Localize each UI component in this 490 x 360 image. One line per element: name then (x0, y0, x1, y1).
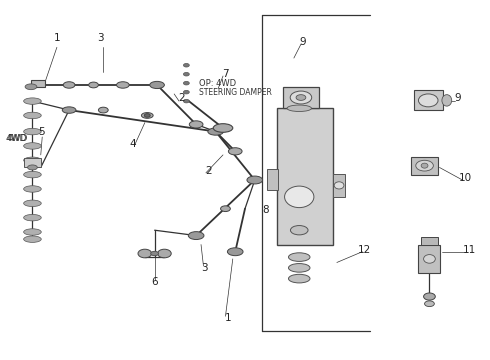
Text: OP: 4WD: OP: 4WD (198, 79, 236, 88)
Bar (277, 108, 333, 244)
Ellipse shape (24, 171, 41, 178)
Ellipse shape (289, 253, 310, 261)
Ellipse shape (285, 186, 314, 208)
Text: 6: 6 (151, 277, 158, 287)
Ellipse shape (117, 82, 129, 88)
Ellipse shape (24, 200, 41, 207)
Ellipse shape (138, 249, 152, 258)
Ellipse shape (424, 301, 434, 307)
Ellipse shape (189, 121, 203, 128)
Ellipse shape (183, 90, 189, 94)
Ellipse shape (423, 293, 435, 300)
Text: 4: 4 (129, 139, 136, 149)
Ellipse shape (98, 107, 108, 113)
Ellipse shape (150, 81, 164, 89)
Text: 10: 10 (459, 173, 472, 183)
Ellipse shape (183, 99, 189, 103)
Ellipse shape (62, 107, 76, 113)
Ellipse shape (24, 229, 41, 235)
Ellipse shape (228, 148, 242, 155)
Ellipse shape (142, 113, 153, 118)
Bar (411, 157, 438, 175)
Ellipse shape (24, 157, 41, 163)
Ellipse shape (188, 231, 204, 239)
Text: 3: 3 (98, 33, 104, 43)
Ellipse shape (25, 84, 37, 90)
Ellipse shape (421, 163, 428, 168)
Ellipse shape (89, 82, 98, 88)
Ellipse shape (423, 255, 435, 263)
Ellipse shape (418, 94, 438, 107)
Ellipse shape (24, 215, 41, 221)
Ellipse shape (287, 105, 312, 112)
Ellipse shape (289, 274, 310, 283)
Text: 5: 5 (38, 127, 45, 136)
Text: 2: 2 (178, 93, 185, 103)
Ellipse shape (63, 82, 75, 88)
Text: 9: 9 (454, 93, 461, 103)
Ellipse shape (24, 98, 41, 104)
Text: 2: 2 (205, 166, 212, 176)
Ellipse shape (183, 63, 189, 67)
Text: 4WD: 4WD (5, 134, 27, 143)
Ellipse shape (27, 165, 37, 170)
Ellipse shape (183, 72, 189, 76)
Ellipse shape (220, 206, 230, 212)
Bar (31, 80, 45, 87)
Ellipse shape (24, 143, 41, 149)
Ellipse shape (24, 112, 41, 119)
Text: 8: 8 (263, 206, 270, 216)
Ellipse shape (291, 226, 308, 235)
Text: 4WD: 4WD (6, 134, 28, 143)
Ellipse shape (183, 81, 189, 85)
Bar (333, 174, 345, 197)
Text: 9: 9 (299, 37, 306, 47)
Ellipse shape (442, 95, 452, 106)
Text: STEERING DAMPER: STEERING DAMPER (198, 87, 271, 96)
Ellipse shape (289, 264, 310, 272)
Ellipse shape (247, 176, 263, 184)
Text: 1: 1 (224, 313, 231, 323)
Ellipse shape (24, 236, 41, 242)
Text: 3: 3 (201, 263, 208, 273)
Bar (414, 90, 443, 110)
Text: 7: 7 (222, 69, 229, 79)
Ellipse shape (290, 91, 312, 104)
Ellipse shape (416, 160, 433, 171)
Ellipse shape (24, 186, 41, 192)
Bar (24, 158, 41, 167)
Bar (267, 168, 278, 190)
Text: 12: 12 (358, 245, 371, 255)
Bar (283, 87, 319, 108)
Ellipse shape (151, 251, 159, 256)
Bar (421, 237, 438, 244)
Ellipse shape (158, 249, 171, 258)
Ellipse shape (334, 182, 344, 189)
Ellipse shape (227, 248, 243, 256)
Text: 1: 1 (53, 33, 60, 43)
Ellipse shape (24, 129, 41, 135)
Ellipse shape (208, 128, 223, 135)
Ellipse shape (296, 95, 306, 100)
Ellipse shape (213, 124, 233, 132)
Ellipse shape (145, 114, 150, 117)
Text: 11: 11 (463, 245, 476, 255)
Bar (418, 244, 441, 273)
